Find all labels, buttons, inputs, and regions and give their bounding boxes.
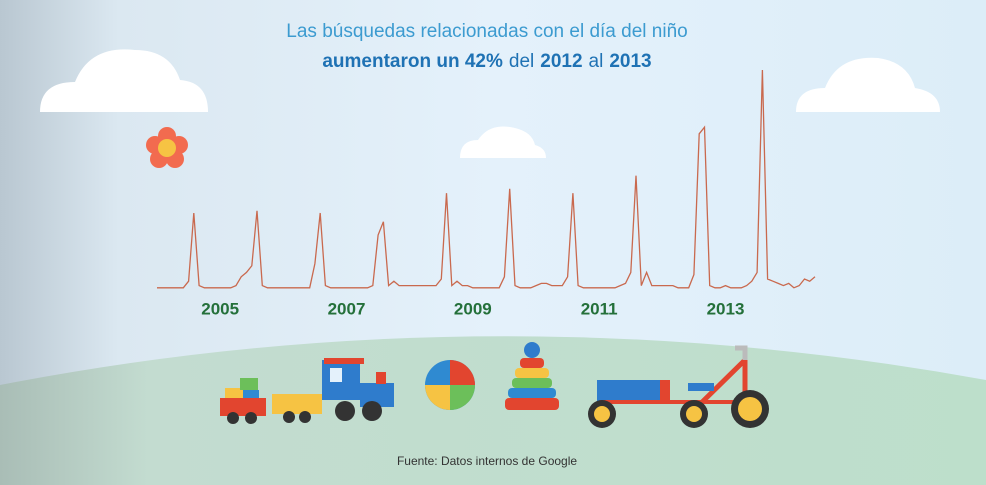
x-tick-label: 2005 [201, 299, 239, 318]
flower [146, 127, 188, 168]
subtitle-part: aumentaron un 42% [322, 51, 503, 72]
x-tick-label: 2011 [581, 299, 618, 318]
subtitle: aumentaron un 42% del 2012 al 2013 [322, 51, 651, 72]
clouds [40, 49, 940, 158]
subtitle-part: del [509, 51, 534, 72]
subtitle-part: al [589, 51, 604, 72]
source: Fuente: Datos internos de Google [397, 454, 577, 468]
x-tick-label: 2013 [707, 299, 745, 318]
x-tick-label: 2007 [328, 299, 366, 318]
subtitle-part: 2012 [540, 51, 582, 72]
subtitle-part: 2013 [609, 51, 651, 72]
search-line [157, 69, 816, 289]
hill [0, 336, 986, 485]
toys [220, 342, 769, 428]
x-tick-label: 2009 [454, 299, 492, 318]
title: Las búsquedas relacionadas con el día de… [286, 21, 687, 42]
